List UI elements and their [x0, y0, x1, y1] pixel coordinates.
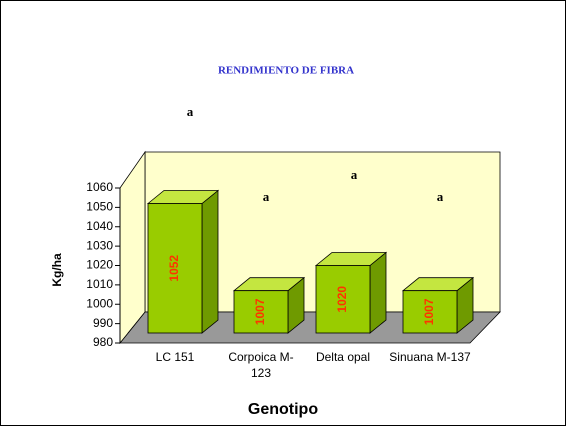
y-tick-label: 1040 — [86, 219, 113, 233]
annotation: a — [187, 104, 194, 119]
value-label: 1007 — [422, 298, 436, 325]
y-tick-label: 1050 — [86, 200, 113, 214]
y-tick-label: 1030 — [86, 238, 113, 252]
y-axis-label: Kg/ha — [50, 253, 64, 287]
bar — [147, 203, 203, 334]
bar — [315, 265, 371, 334]
chart-title: RENDIMIENTO DE FIBRA — [218, 65, 354, 77]
value-label: 1052 — [167, 255, 181, 282]
x-tick-label: Sinuana M-137 — [389, 350, 471, 364]
annotation: a — [351, 167, 358, 182]
y-tick-label: 1010 — [86, 277, 113, 291]
bar-side — [201, 189, 219, 334]
x-tick-label: Corpoica M-123 — [228, 350, 294, 380]
annotation: a — [437, 189, 444, 204]
bar — [402, 290, 458, 334]
y-tick-label: 980 — [93, 335, 113, 349]
y-tick-label: 1060 — [86, 180, 113, 194]
side-wall — [119, 150, 146, 345]
y-tick-label: 1020 — [86, 258, 113, 272]
bar — [233, 290, 289, 334]
x-tick-label: LC 151 — [155, 350, 195, 364]
y-tick-label: 1000 — [86, 296, 113, 310]
value-label: 1020 — [335, 286, 349, 313]
annotation: a — [263, 189, 270, 204]
x-axis-label: Genotipo — [248, 401, 318, 418]
value-label: 1007 — [253, 298, 267, 325]
bar-side — [369, 251, 387, 334]
x-tick-label: Delta opal — [315, 350, 371, 364]
y-tick-label: 990 — [93, 316, 113, 330]
